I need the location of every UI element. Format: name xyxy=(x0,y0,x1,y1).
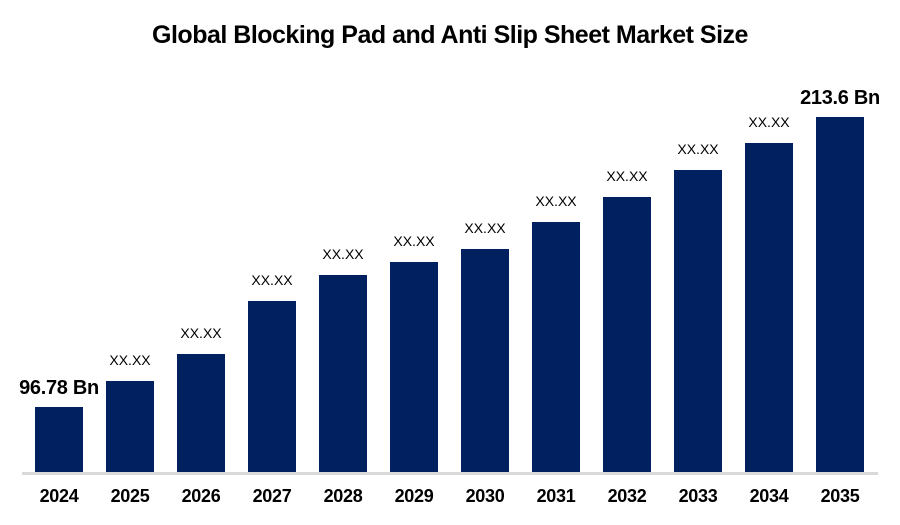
bar-group-2035: 213.6 Bn 2035 xyxy=(800,88,880,505)
bar-chart-plot-area: 96.78 Bn 2024 XX.XX 2025 XX.XX 2026 XX.XX 2027 X… xyxy=(19,88,880,505)
x-axis-label: 2031 xyxy=(536,486,576,506)
x-axis-line xyxy=(22,472,878,475)
bar xyxy=(603,197,651,472)
bar-value-label: XX.XX xyxy=(606,168,648,184)
x-axis-label: 2030 xyxy=(465,486,505,506)
bar-value-label: XX.XX xyxy=(677,141,719,157)
bar-group-2034: XX.XX 2034 xyxy=(745,114,793,505)
chart-title: Global Blocking Pad and Anti Slip Sheet … xyxy=(152,21,748,49)
bar-value-label: XX.XX xyxy=(393,233,435,249)
bar xyxy=(674,170,722,472)
bar-group-2032: XX.XX 2032 xyxy=(603,168,651,505)
bar xyxy=(106,381,154,472)
bar-group-2025: XX.XX 2025 xyxy=(106,352,154,505)
bar-group-2030: XX.XX 2030 xyxy=(461,220,509,505)
x-axis-label: 2027 xyxy=(252,486,292,506)
bar xyxy=(461,249,509,472)
bar xyxy=(745,143,793,472)
bar xyxy=(532,222,580,472)
x-axis-label: 2028 xyxy=(323,486,363,506)
x-axis-label: 2029 xyxy=(394,486,434,506)
bar-value-label: XX.XX xyxy=(251,272,293,288)
bar-group-2031: XX.XX 2031 xyxy=(532,193,580,505)
x-axis-label: 2026 xyxy=(181,486,221,506)
bar xyxy=(319,275,367,472)
bar-value-label: XX.XX xyxy=(180,325,222,341)
x-axis-label: 2035 xyxy=(820,486,860,506)
bar-value-label: XX.XX xyxy=(464,220,506,236)
bar-group-2029: XX.XX 2029 xyxy=(390,233,438,505)
x-axis-label: 2024 xyxy=(39,486,79,506)
x-axis-label: 2032 xyxy=(607,486,647,506)
bar xyxy=(816,117,864,472)
bar-value-label: XX.XX xyxy=(322,246,364,262)
bar xyxy=(35,407,83,472)
bar xyxy=(390,262,438,472)
bar xyxy=(177,354,225,472)
bar-value-label: 213.6 Bn xyxy=(800,87,880,109)
bar-value-label: XX.XX xyxy=(535,193,577,209)
bar-value-label: XX.XX xyxy=(109,352,151,368)
x-axis-label: 2034 xyxy=(749,486,789,506)
bar-value-label: XX.XX xyxy=(748,114,790,130)
bar-value-label: 96.78 Bn xyxy=(19,377,99,399)
bar-group-2024: 96.78 Bn 2024 xyxy=(19,378,99,505)
bar-group-2033: XX.XX 2033 xyxy=(674,141,722,505)
bar-group-2026: XX.XX 2026 xyxy=(177,325,225,505)
x-axis-label: 2033 xyxy=(678,486,718,506)
bar xyxy=(248,301,296,472)
bar-group-2027: XX.XX 2027 xyxy=(248,272,296,505)
bar-group-2028: XX.XX 2028 xyxy=(319,246,367,505)
x-axis-label: 2025 xyxy=(110,486,150,506)
